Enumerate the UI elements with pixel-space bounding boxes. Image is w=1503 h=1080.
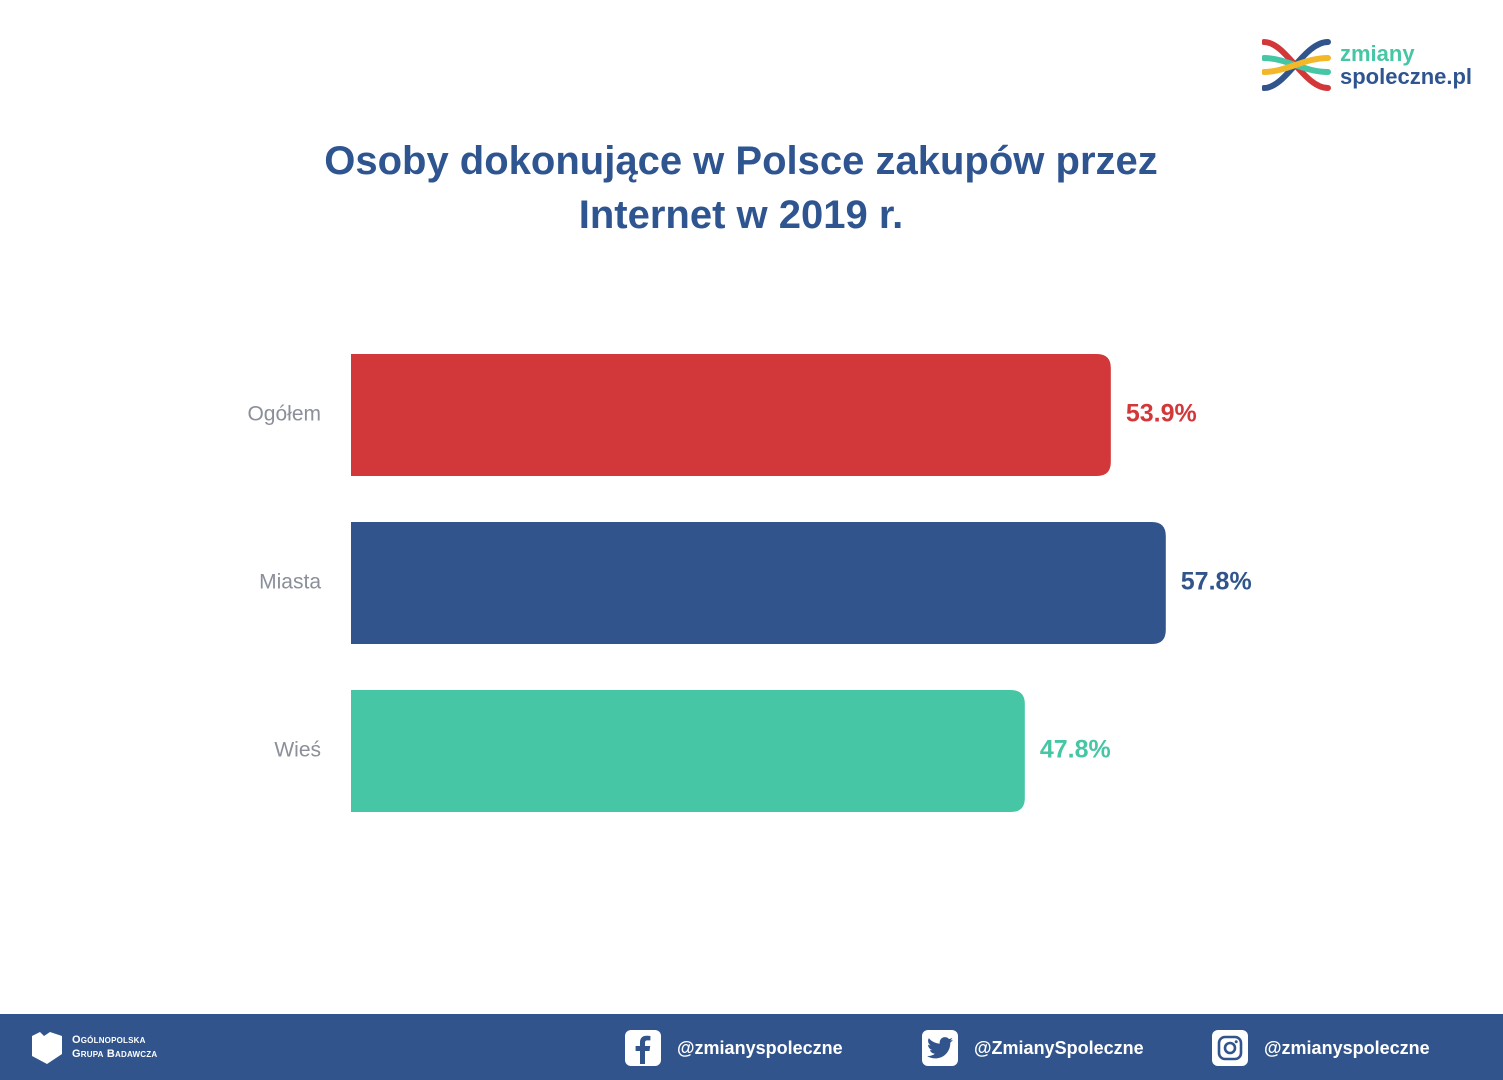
chart-title: Osoby dokonujące w Polsce zakupów przez … — [324, 139, 1158, 237]
footer-bar: Ogólnopolska Grupa Badawcza @zmianyspole… — [0, 1014, 1503, 1080]
instagram-handle: @zmianyspoleczne — [1264, 1037, 1430, 1058]
shield-icon — [32, 1032, 62, 1064]
value-label-0: 53.9% — [1126, 400, 1197, 428]
instagram-link[interactable]: @zmianyspoleczne — [1212, 1030, 1430, 1066]
brand-logo: zmiany spoleczne.pl — [1262, 36, 1482, 98]
org-name-line1: Ogólnopolska — [72, 1034, 146, 1046]
value-label-2: 47.8% — [1040, 736, 1111, 764]
category-label-0: Ogółem — [247, 403, 321, 426]
org-name-line2: Grupa Badawcza — [72, 1048, 158, 1060]
twitter-link[interactable]: @ZmianySpoleczne — [922, 1030, 1144, 1066]
twitter-icon — [922, 1030, 958, 1066]
brand-mark-icon — [1262, 39, 1331, 91]
bar-chart: Ogółem 53.9% Miasta 57.8% Wieś 47.8% — [247, 354, 1252, 812]
bar-2 — [351, 690, 1025, 812]
bar-1 — [351, 522, 1166, 644]
instagram-icon — [1212, 1030, 1248, 1066]
bar-0 — [351, 354, 1111, 476]
category-label-1: Miasta — [259, 571, 321, 594]
brand-name-line1: zmiany — [1340, 41, 1415, 66]
category-label-2: Wieś — [274, 739, 321, 762]
facebook-link[interactable]: @zmianyspoleczne — [625, 1030, 843, 1066]
facebook-handle: @zmianyspoleczne — [677, 1037, 843, 1058]
value-label-1: 57.8% — [1181, 568, 1252, 596]
brand-name-line2: spoleczne.pl — [1340, 64, 1473, 89]
facebook-icon — [625, 1030, 661, 1066]
twitter-handle: @ZmianySpoleczne — [974, 1037, 1144, 1058]
